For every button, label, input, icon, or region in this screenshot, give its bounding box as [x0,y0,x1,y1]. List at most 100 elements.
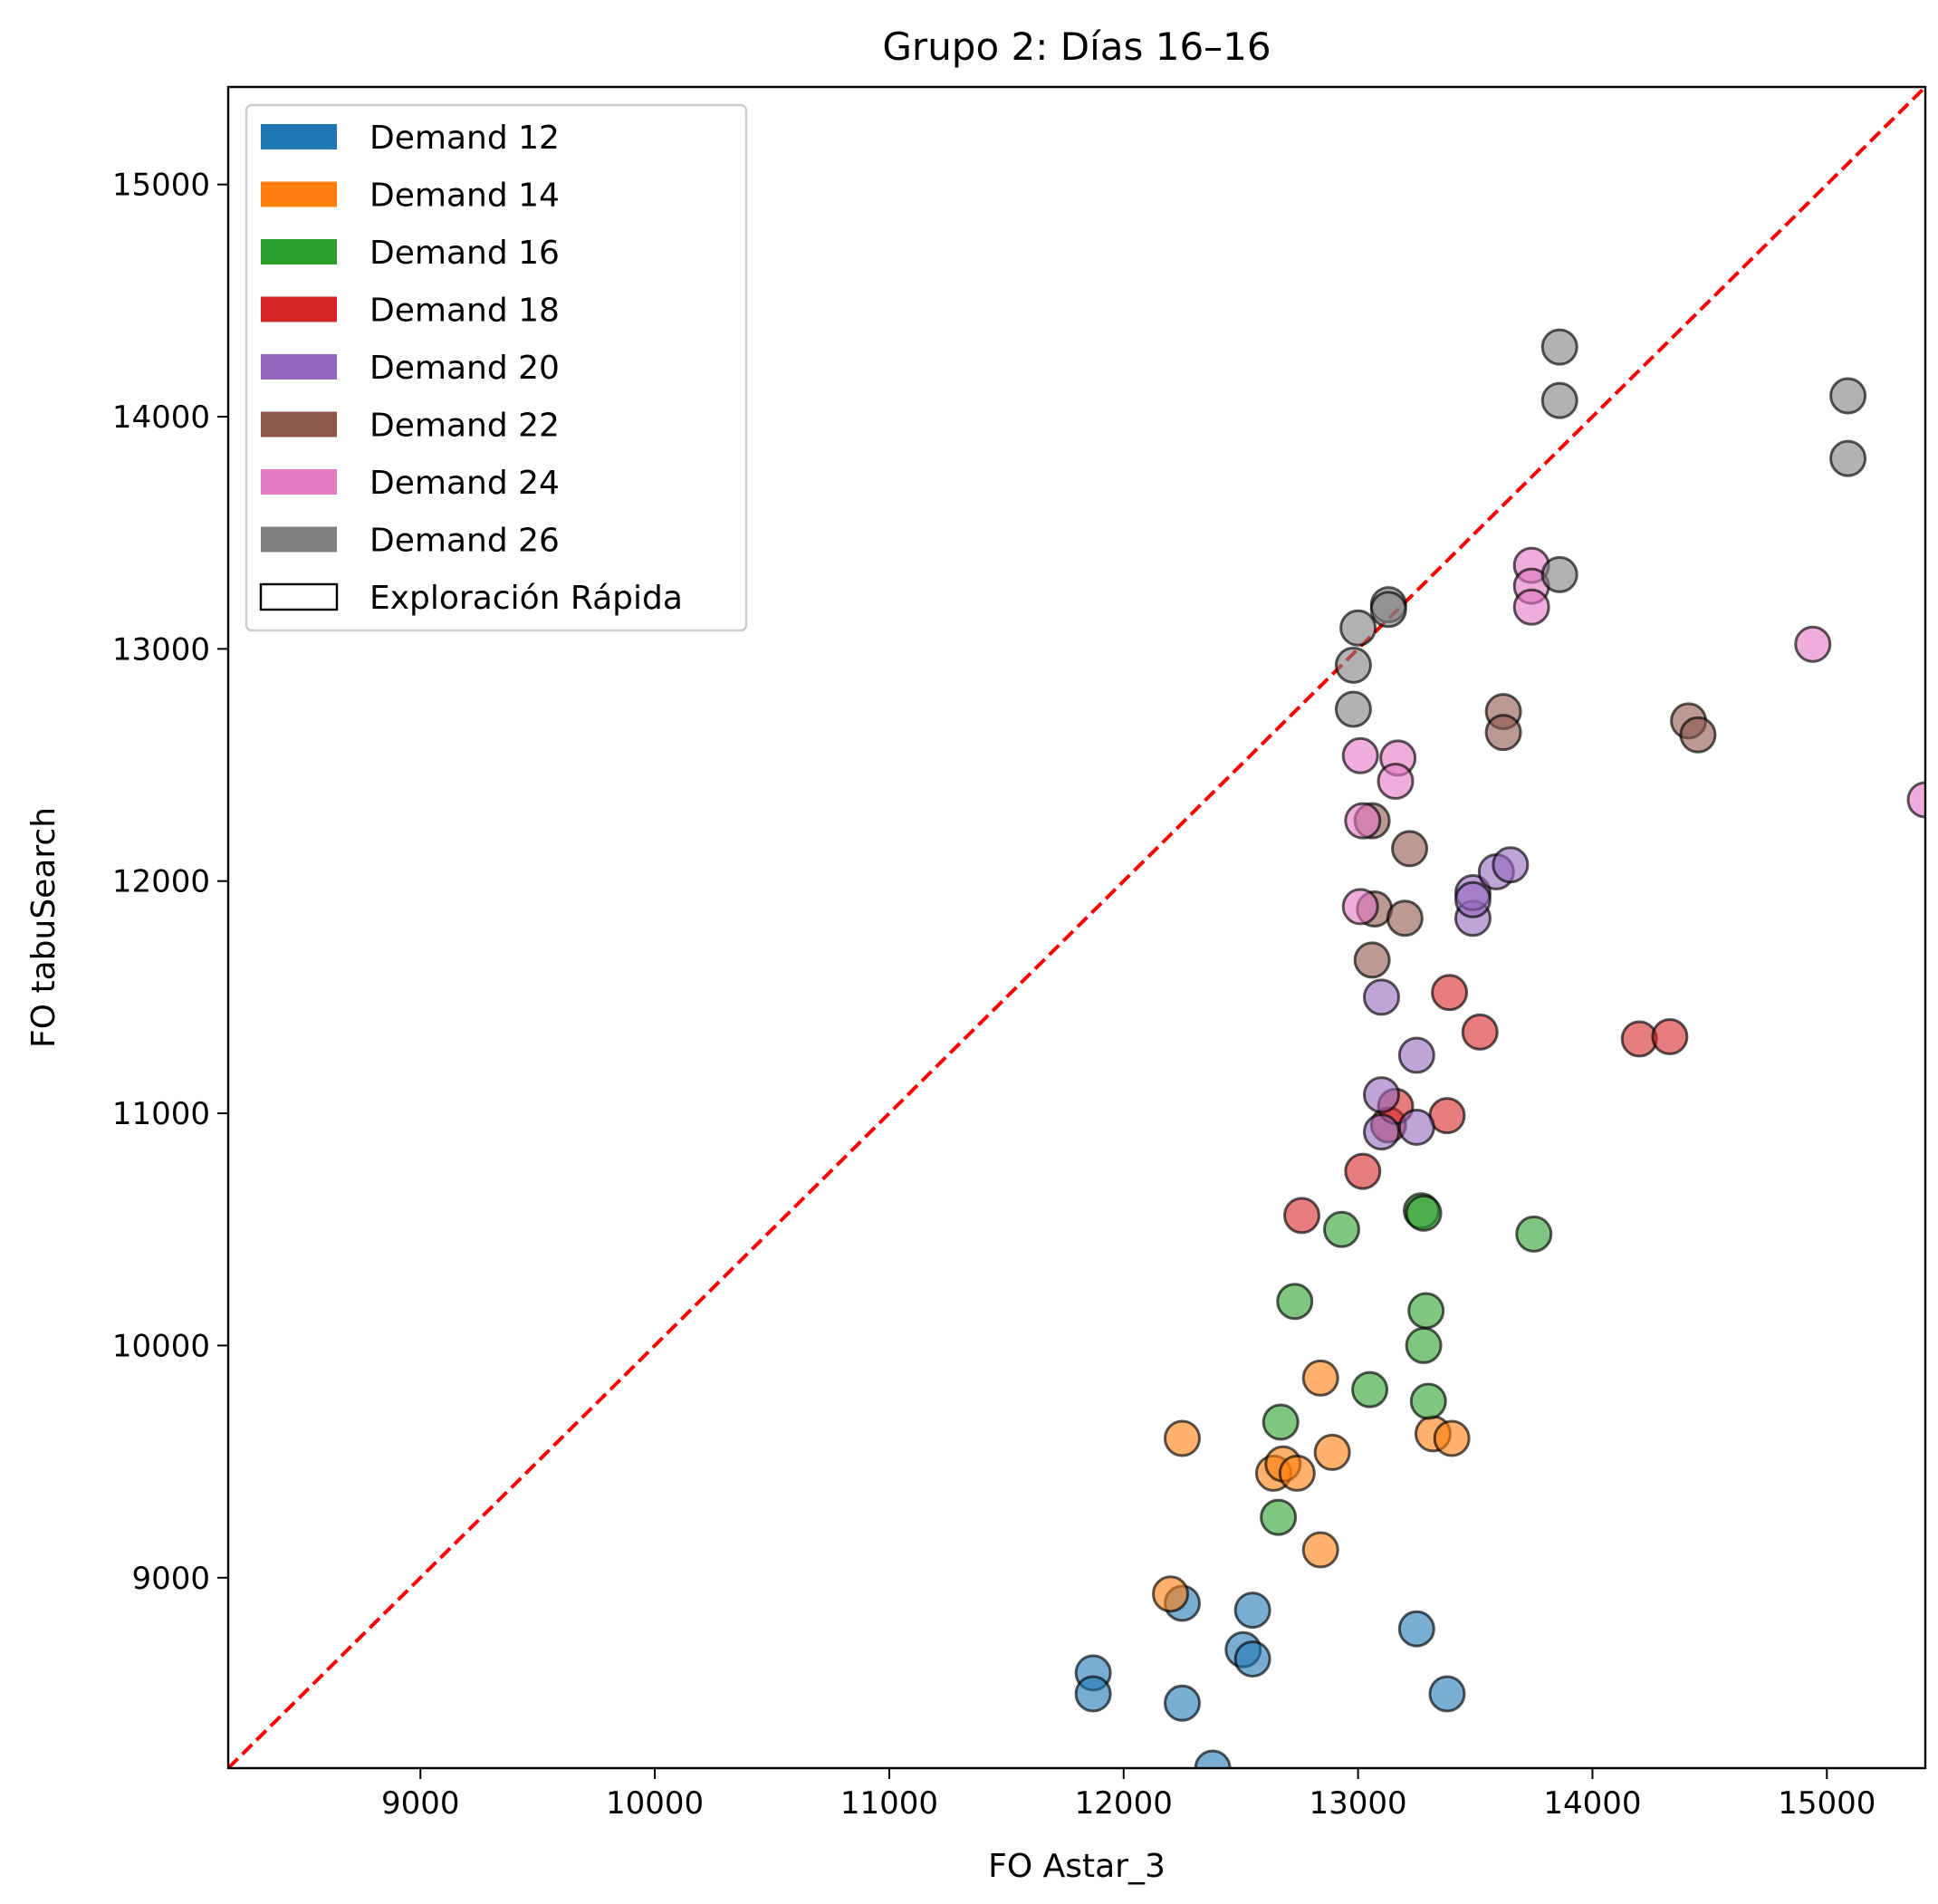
data-point-demand-26 [1334,690,1372,728]
x-axis-ticks: 9000 10000 11000 12000 13000 14000 15000 [381,1768,1876,1822]
y-tick-label: 13000 [112,631,210,668]
data-point-demand-22 [1353,941,1391,979]
data-point-demand-26 [1334,646,1372,684]
data-point-demand-18 [1620,1020,1658,1058]
data-point-demand-26 [1339,609,1377,647]
legend-swatch [261,239,337,264]
y-tick-label: 12000 [112,864,210,900]
data-point-demand-20 [1362,1113,1400,1151]
legend-label: Demand 12 [369,120,560,157]
legend-label: Demand 26 [369,523,560,560]
legend-swatch-outline [259,582,339,611]
data-point-demand-12 [1397,1610,1435,1648]
data-point-demand-18 [1344,1152,1382,1190]
data-point-demand-18 [1651,1017,1689,1055]
legend-label: Demand 20 [369,350,560,387]
x-tick-label: 14000 [1543,1785,1641,1822]
data-point-demand-16 [1276,1283,1314,1321]
data-point-demand-14 [1301,1531,1339,1569]
legend-box [245,103,748,632]
legend-swatch [261,181,337,207]
legend-swatch [261,411,337,438]
data-point-demand-20 [1362,978,1400,1016]
chart-title: Grupo 2: Días 16–16 [882,24,1271,69]
data-point-demand-26 [1540,328,1578,366]
legend-swatch [261,354,337,380]
legend: Demand 12 Demand 14 Demand 16 Demand 18 Dema… [245,103,748,632]
x-tick-label: 11000 [840,1785,938,1822]
data-point-demand-16 [1351,1370,1389,1409]
data-point-demand-26 [1829,439,1867,477]
y-tick-label: 9000 [131,1561,210,1597]
y-tick-label: 11000 [112,1096,210,1132]
data-point-demand-18 [1431,974,1469,1012]
data-point-demand-24 [1906,781,1925,819]
data-point-demand-22 [1386,899,1424,938]
data-point-demand-22 [1679,716,1717,754]
data-point-demand-20 [1454,880,1492,918]
data-point-demand-20 [1397,1036,1435,1074]
data-point-demand-14 [1278,1454,1316,1492]
legend-label: Demand 16 [369,235,560,272]
data-point-demand-14 [1152,1575,1190,1613]
data-point-demand-16 [1515,1215,1553,1253]
y-axis-ticks: 9000 10000 11000 12000 13000 14000 15000 [112,168,228,1597]
x-tick-label: 9000 [381,1785,460,1822]
data-point-demand-26 [1829,377,1867,415]
data-point-demand-24 [1344,802,1382,840]
legend-swatch [261,526,337,553]
data-point-demand-26 [1369,591,1407,629]
y-tick-label: 14000 [112,399,210,436]
data-point-demand-24 [1341,736,1379,774]
data-point-demand-18 [1461,1013,1499,1051]
data-point-demand-12 [1428,1675,1466,1713]
data-point-demand-22 [1391,830,1429,868]
x-axis-label: FO Astar_3 [988,1848,1166,1885]
x-tick-label: 15000 [1778,1785,1876,1822]
data-point-demand-24 [1341,888,1379,926]
plot-area-frame [226,85,1927,1770]
data-point-demand-16 [1409,1382,1447,1420]
data-point-demand-16 [1405,1194,1443,1232]
data-point-demand-18 [1282,1197,1320,1235]
data-point-demand-20 [1492,846,1530,884]
legend-label: Demand 22 [369,408,560,445]
data-point-demand-16 [1407,1292,1445,1330]
y-axis-label: FO tabuSearch [25,807,62,1048]
data-point-demand-12 [1074,1675,1112,1713]
legend-swatch [261,469,337,495]
data-point-demand-14 [1301,1359,1339,1397]
data-point-demand-26 [1540,555,1578,593]
data-point-demand-16 [1262,1403,1300,1441]
data-point-demand-14 [1313,1433,1351,1471]
data-point-demand-16 [1260,1498,1298,1536]
data-point-demand-22 [1484,714,1522,752]
data-point-demand-24 [1377,762,1415,800]
legend-label: Demand 14 [369,178,560,215]
legend-label: Demand 18 [369,293,560,330]
legend-swatch [261,124,337,149]
data-point-demand-16 [1405,1326,1443,1364]
data-point-demand-24 [1512,588,1550,626]
data-point-demand-14 [1433,1419,1471,1457]
y-tick-label: 15000 [112,168,210,204]
data-point-demand-12 [1233,1640,1271,1678]
data-point-demand-12 [1194,1749,1232,1768]
data-point-demand-24 [1794,625,1832,663]
legend-label: Demand 24 [369,465,560,502]
legend-label: Exploración Rápida [369,580,683,617]
x-tick-label: 12000 [1075,1785,1173,1822]
data-point-demand-12 [1233,1591,1271,1630]
data-point-demand-26 [1540,381,1578,419]
data-point-demand-12 [1163,1684,1201,1722]
x-tick-label: 13000 [1310,1785,1407,1822]
data-point-demand-14 [1163,1419,1201,1457]
y-tick-label: 10000 [112,1328,210,1364]
scatter-points [1074,328,1925,1768]
legend-swatch [261,296,337,322]
data-point-demand-16 [1322,1210,1360,1248]
data-point-demand-20 [1362,1076,1400,1114]
x-tick-label: 10000 [606,1785,704,1822]
data-point-demand-20 [1397,1108,1435,1146]
